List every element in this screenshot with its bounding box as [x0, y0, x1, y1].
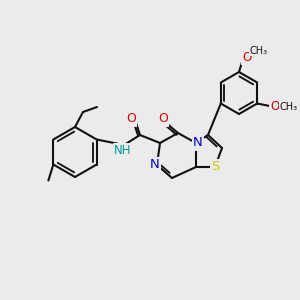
- Text: CH₃: CH₃: [250, 46, 268, 56]
- Text: N: N: [193, 136, 203, 149]
- Text: O: O: [126, 112, 136, 125]
- Text: S: S: [211, 160, 219, 173]
- Text: O: O: [270, 100, 280, 113]
- Text: NH: NH: [114, 143, 132, 157]
- Text: O: O: [242, 51, 251, 64]
- Text: CH₃: CH₃: [280, 102, 298, 112]
- Text: N: N: [150, 158, 160, 172]
- Text: O: O: [158, 112, 168, 125]
